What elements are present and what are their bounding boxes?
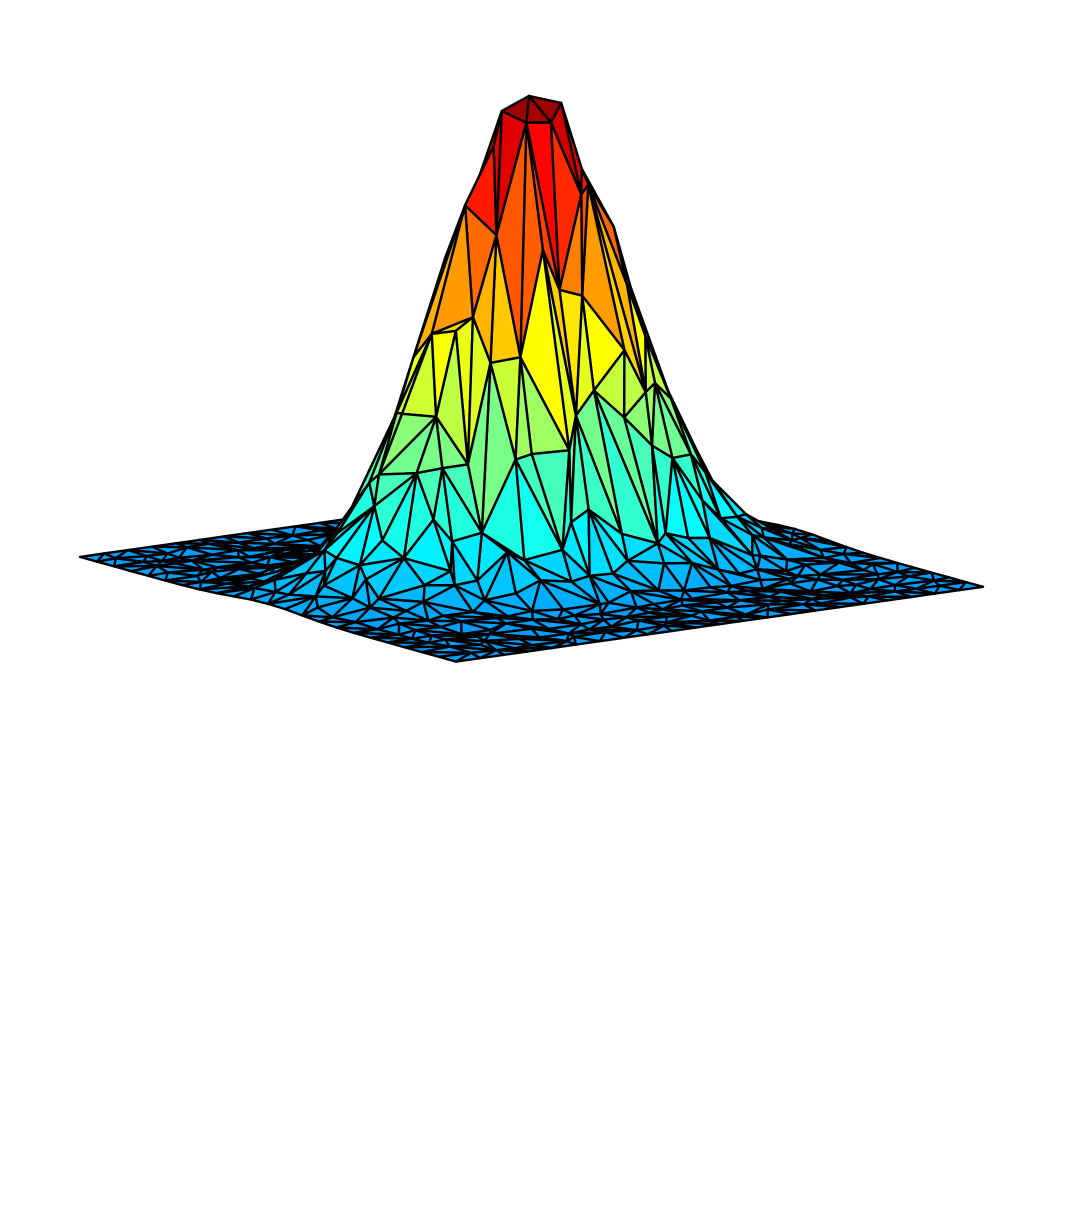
surface-face: [430, 204, 475, 336]
surface-face: [957, 580, 985, 592]
surface-face: [598, 630, 625, 643]
surface-face: [478, 649, 506, 660]
surface-face: [933, 584, 961, 595]
surface-face: [862, 595, 889, 605]
surface-face: [573, 635, 601, 646]
surface-mesh: [78, 94, 985, 663]
surface-face: [181, 580, 203, 591]
surface-face: [622, 629, 649, 639]
surface-face: [454, 651, 482, 663]
surface-face: [646, 624, 673, 636]
